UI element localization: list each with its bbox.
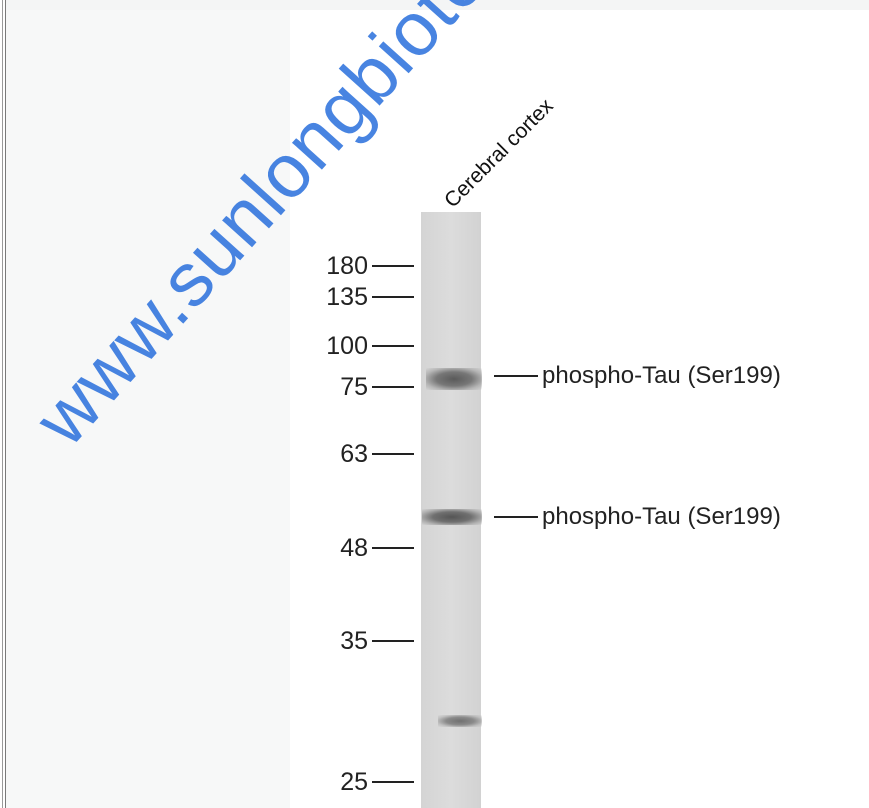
marker-tick bbox=[372, 345, 414, 347]
marker-tick bbox=[372, 453, 414, 455]
marker-label: 48 bbox=[340, 534, 368, 562]
marker-35: 35 bbox=[300, 627, 414, 655]
annotation-label: phospho-Tau (Ser199) bbox=[542, 503, 781, 530]
marker-tick bbox=[372, 781, 414, 783]
marker-label: 35 bbox=[340, 627, 368, 655]
marker-label: 63 bbox=[340, 440, 368, 468]
marker-180: 180 bbox=[300, 252, 414, 280]
annotation-leader-line bbox=[494, 516, 538, 518]
marker-100: 100 bbox=[300, 332, 414, 360]
marker-135: 135 bbox=[300, 283, 414, 311]
marker-label: 75 bbox=[340, 373, 368, 401]
top-strip bbox=[6, 0, 869, 10]
marker-25: 25 bbox=[300, 768, 414, 796]
marker-tick bbox=[372, 296, 414, 298]
marker-label: 180 bbox=[326, 252, 368, 280]
marker-tick bbox=[372, 640, 414, 642]
blot-band-upper bbox=[426, 368, 482, 390]
window-left-border bbox=[0, 0, 6, 808]
annotation-label: phospho-Tau (Ser199) bbox=[542, 362, 781, 389]
marker-48: 48 bbox=[300, 534, 414, 562]
marker-tick bbox=[372, 386, 414, 388]
western-blot-image bbox=[290, 10, 869, 808]
marker-tick bbox=[372, 265, 414, 267]
marker-75: 75 bbox=[300, 373, 414, 401]
marker-label: 100 bbox=[326, 332, 368, 360]
marker-63: 63 bbox=[300, 440, 414, 468]
blot-band-middle bbox=[422, 509, 482, 525]
marker-tick bbox=[372, 547, 414, 549]
marker-label: 135 bbox=[326, 283, 368, 311]
blot-band-lower bbox=[438, 715, 482, 727]
marker-label: 25 bbox=[340, 768, 368, 796]
annotation-leader-line bbox=[494, 375, 538, 377]
